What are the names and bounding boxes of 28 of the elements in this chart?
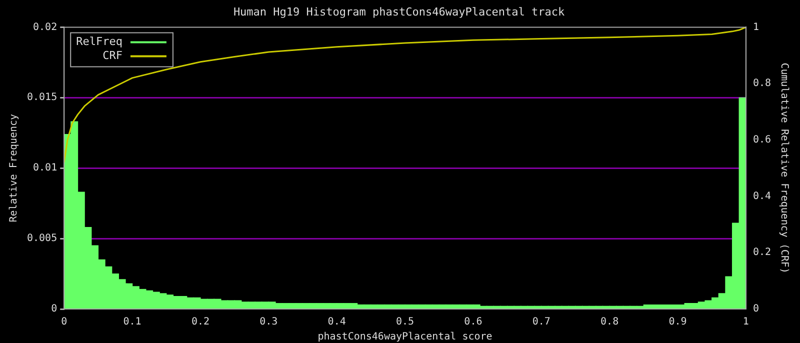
x-tick-label: 0.7 xyxy=(532,316,550,328)
y-tick-label: 0.02 xyxy=(33,22,58,33)
y2-tick-label: 0.8 xyxy=(752,78,771,90)
y2-tick-label: 0.4 xyxy=(752,190,771,202)
x-axis-title: phastCons46wayPlacental score xyxy=(318,332,492,343)
x-tick-label: 0.9 xyxy=(668,316,687,328)
y-tick-label: 0.015 xyxy=(26,92,58,104)
y2-tick-label: 0 xyxy=(752,304,759,315)
y-axis-title: Relative Frequency xyxy=(8,114,20,222)
x-tick-label: 0.5 xyxy=(396,316,414,328)
y2-axis-title: Cumulative Relative Frequency (CRF) xyxy=(778,62,790,274)
x-tick-label: 0.6 xyxy=(464,316,482,328)
x-tick-label: 0.2 xyxy=(191,316,210,328)
y-tick-label: 0.005 xyxy=(26,233,58,244)
y2-tick-label: 0.2 xyxy=(752,247,771,258)
legend-label: CRF xyxy=(102,49,122,62)
x-tick-label: 0.1 xyxy=(123,316,142,328)
y-tick-label: 0.01 xyxy=(33,162,58,174)
y-tick-label: 0 xyxy=(51,304,58,315)
x-tick-label: 0.4 xyxy=(328,316,346,328)
x-tick-label: 1 xyxy=(742,316,749,328)
y2-tick-label: 1 xyxy=(752,22,759,33)
chart-title: Human Hg19 Histogram phastCons46wayPlacental track xyxy=(233,5,565,18)
x-tick-label: 0 xyxy=(61,316,68,328)
x-tick-label: 0.3 xyxy=(260,316,278,328)
legend-label: RelFreq xyxy=(76,35,122,48)
y2-tick-label: 0.6 xyxy=(752,134,771,146)
x-tick-label: 0.8 xyxy=(600,316,619,328)
